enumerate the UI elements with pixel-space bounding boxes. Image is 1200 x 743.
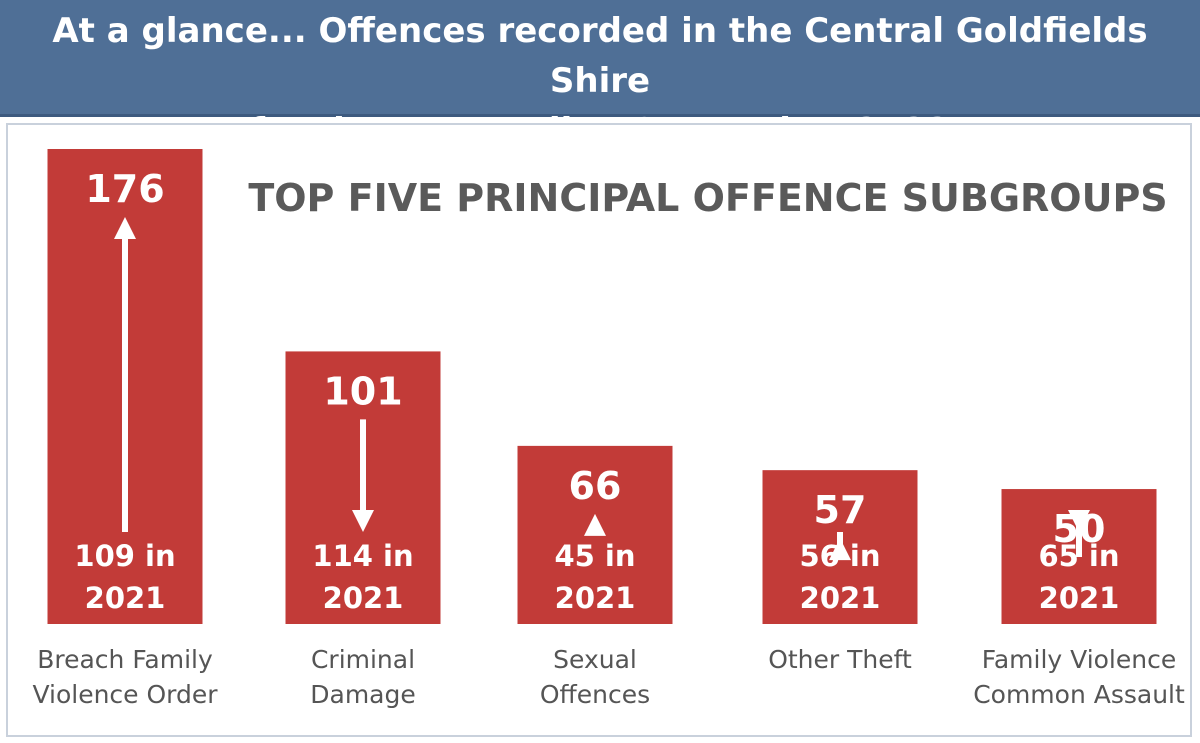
- category-label-4-1: Common Assault: [973, 680, 1185, 709]
- page-title: At a glance... Offences recorded in the …: [0, 6, 1200, 156]
- arrow-up-icon-3: [829, 532, 851, 561]
- prev-label-0-0: 109 in: [74, 539, 175, 573]
- value-label-1: 101: [323, 369, 402, 413]
- category-label-2-0: Sexual: [553, 645, 637, 674]
- category-label-2-1: Offences: [540, 680, 650, 709]
- category-label-3-0: Other Theft: [768, 645, 912, 674]
- prev-label-2-1: 2021: [555, 581, 636, 615]
- prev-label-4-1: 2021: [1039, 581, 1120, 615]
- category-label-0-0: Breach Family: [37, 645, 213, 674]
- prev-label-1-0: 114 in: [312, 539, 413, 573]
- header-banner: At a glance... Offences recorded in the …: [0, 0, 1200, 151]
- title-line-2: for the year ending September 2022: [250, 111, 950, 151]
- category-label-1-1: Damage: [310, 680, 416, 709]
- bars-layer: 176 109 in 2021 Breach Family Violence Order…: [32, 149, 1185, 709]
- category-label-0-1: Violence Order: [32, 680, 218, 709]
- value-label-0: 176: [85, 167, 164, 211]
- arrow-down-icon-1: [352, 419, 374, 532]
- category-label-1-0: Criminal: [311, 645, 415, 674]
- chart-title: TOP FIVE PRINCIPAL OFFENCE SUBGROUPS: [248, 176, 1167, 220]
- prev-label-0-1: 2021: [85, 581, 166, 615]
- prev-label-3-1: 2021: [800, 581, 881, 615]
- value-label-3: 57: [814, 488, 867, 532]
- category-label-4-0: Family Violence: [982, 645, 1176, 674]
- arrow-up-icon-0: [114, 217, 136, 532]
- value-label-2: 66: [569, 464, 622, 508]
- arrow-up-icon-2: [584, 513, 606, 536]
- prev-label-2-0: 45 in: [554, 539, 635, 573]
- chart-panel: [6, 123, 1192, 737]
- prev-label-1-1: 2021: [323, 581, 404, 615]
- arrow-down-icon-4: [1068, 510, 1090, 558]
- title-line-1: At a glance... Offences recorded in the …: [52, 11, 1148, 101]
